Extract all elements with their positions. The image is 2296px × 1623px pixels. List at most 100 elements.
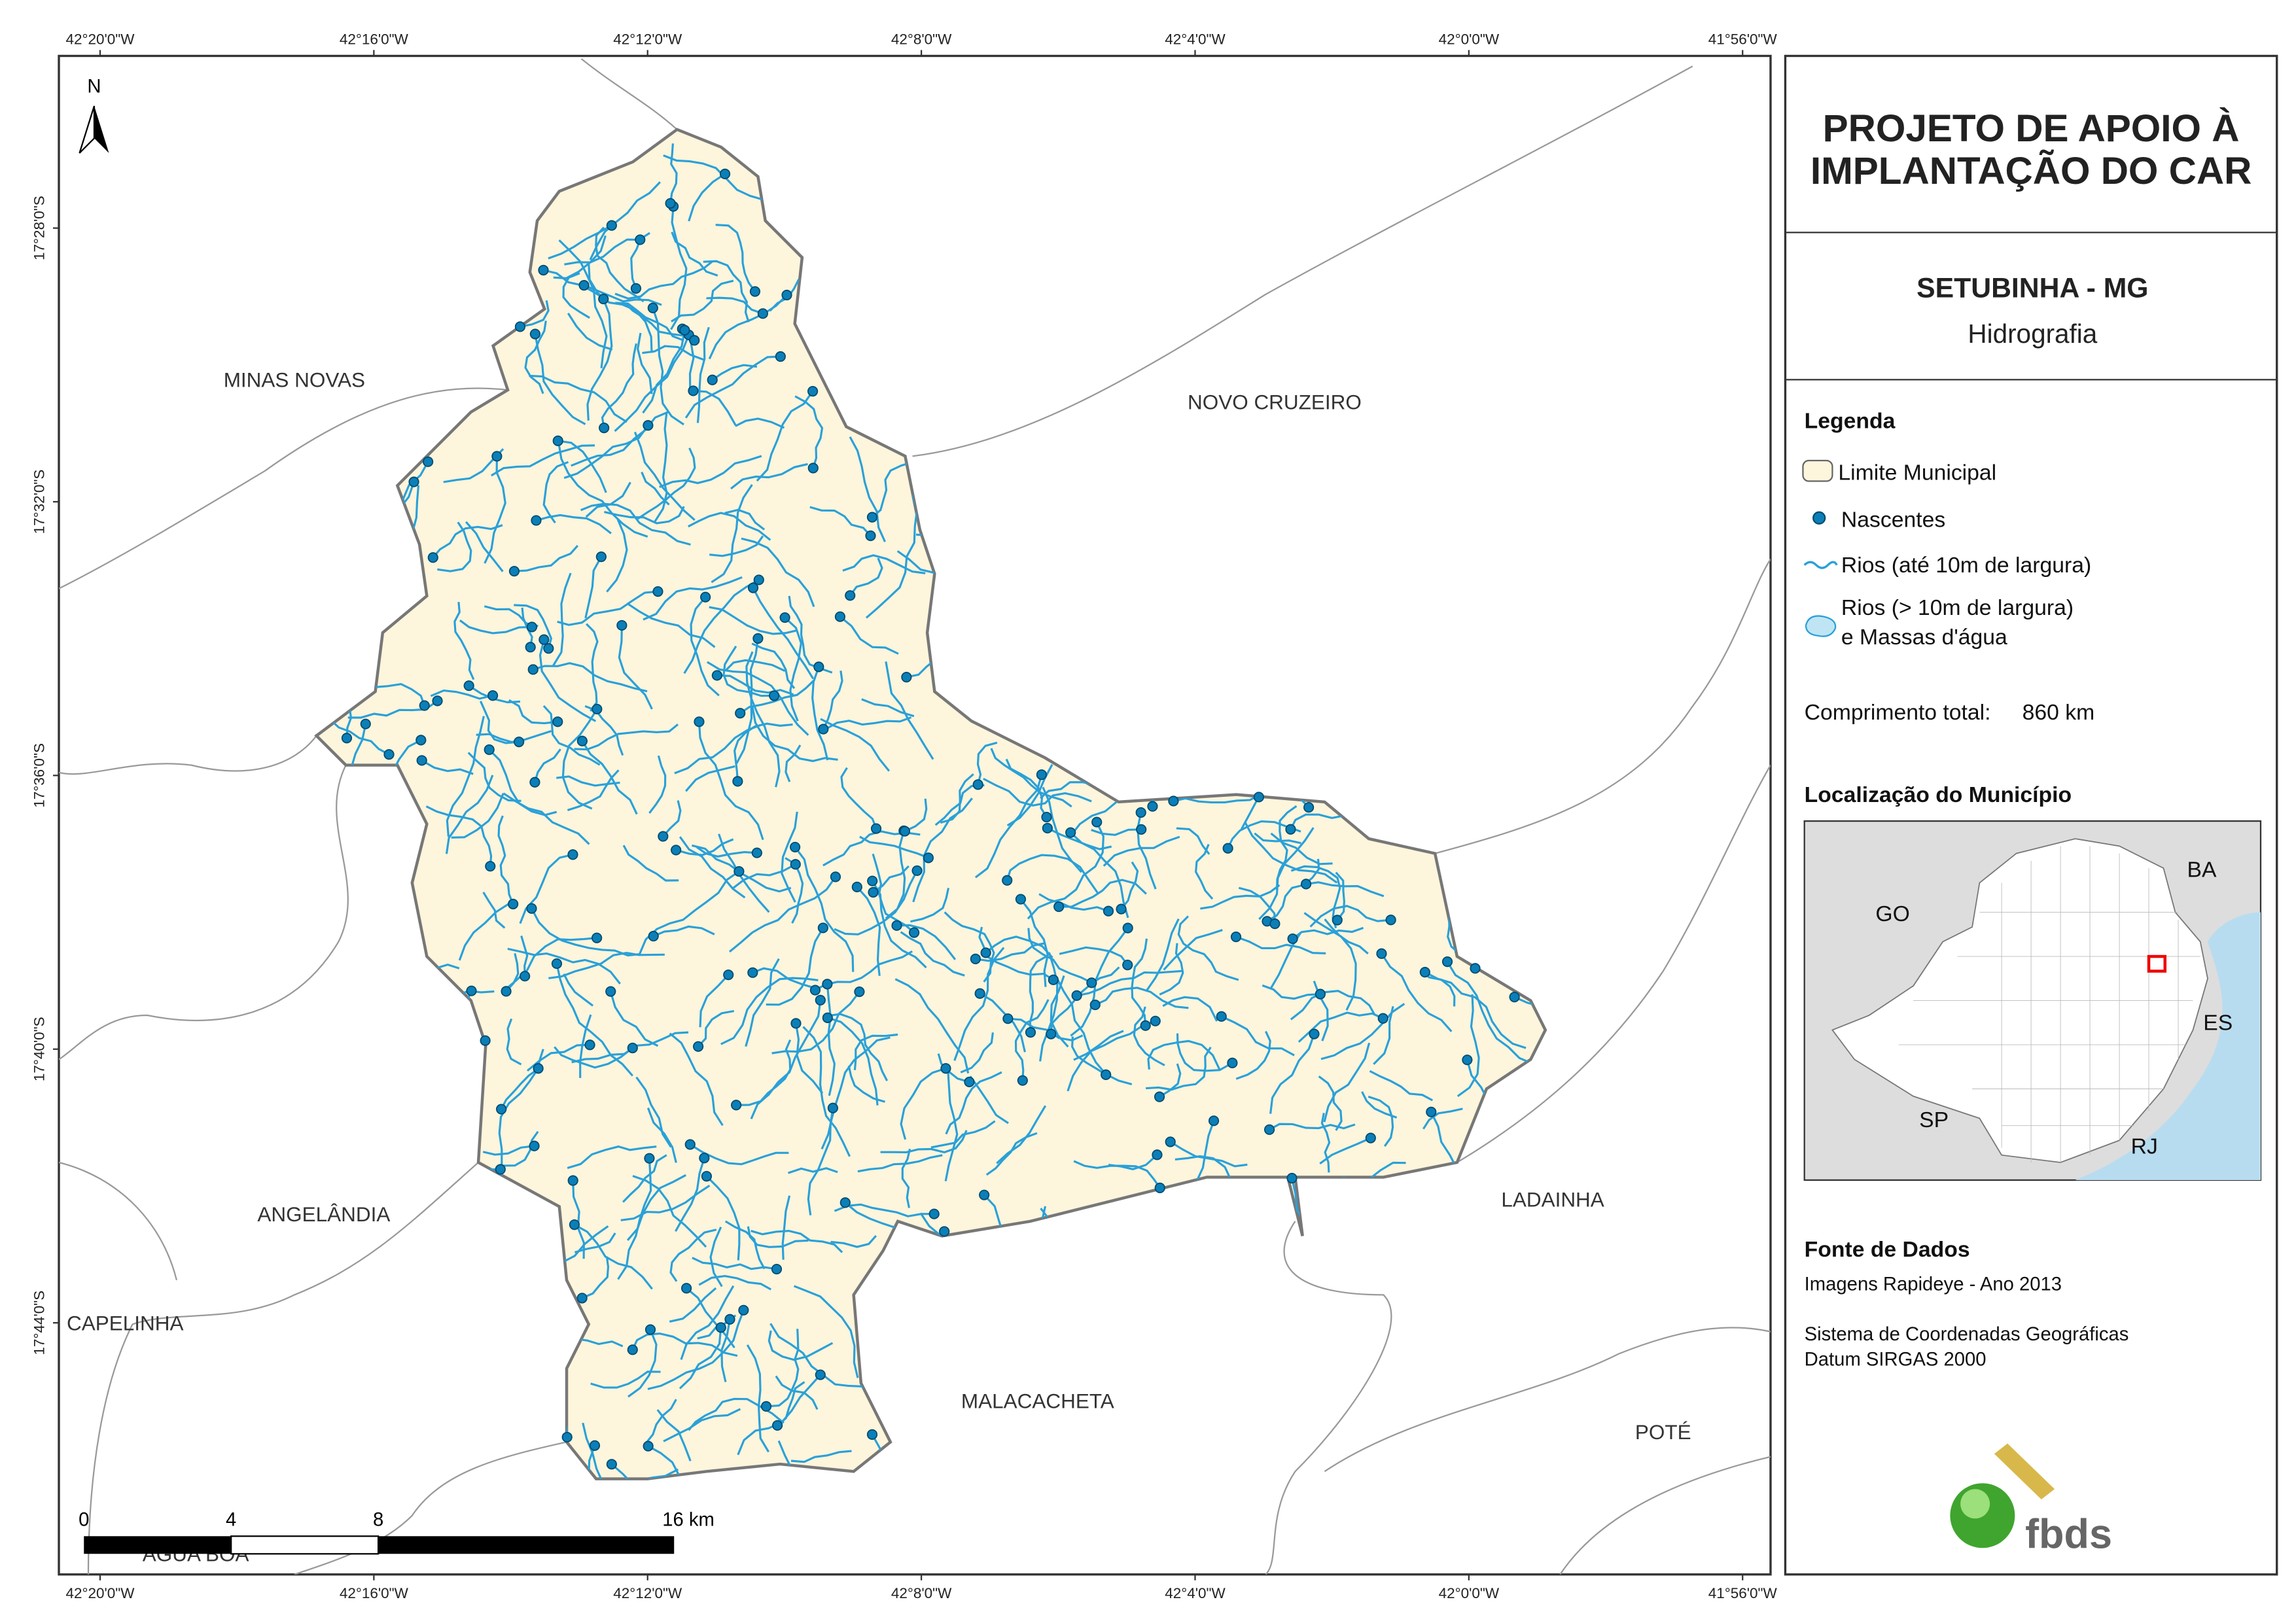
bottom-coordinate: 42°0'0"W xyxy=(1439,1585,1500,1601)
river xyxy=(556,775,620,787)
river xyxy=(1146,1047,1212,1091)
river xyxy=(1014,999,1050,1081)
river xyxy=(1369,1070,1434,1102)
north-arrow-right xyxy=(94,105,109,153)
river xyxy=(730,462,808,490)
river xyxy=(446,716,485,837)
river xyxy=(953,947,1005,1061)
scale-segment xyxy=(378,1536,675,1554)
legend-symbol-spring xyxy=(1812,511,1826,525)
river xyxy=(552,572,572,667)
river xyxy=(711,364,758,381)
river xyxy=(669,1229,717,1282)
spring xyxy=(501,986,512,997)
legend-item: Limite Municipal xyxy=(1838,460,1996,485)
spring xyxy=(416,755,427,766)
river xyxy=(736,1039,792,1106)
river xyxy=(589,181,661,260)
river xyxy=(557,443,648,538)
river xyxy=(746,1344,769,1453)
spring xyxy=(1315,988,1326,1000)
river xyxy=(715,224,756,292)
river xyxy=(944,1070,959,1181)
spring xyxy=(1263,1124,1275,1135)
river xyxy=(834,1203,934,1217)
river xyxy=(1095,986,1189,1009)
river xyxy=(586,623,599,712)
boundary xyxy=(1434,559,1771,854)
spring xyxy=(771,1263,783,1275)
river xyxy=(688,173,726,222)
river xyxy=(652,307,684,426)
river xyxy=(853,1033,898,1070)
river xyxy=(990,748,1072,808)
river xyxy=(904,798,928,833)
river xyxy=(771,991,860,1055)
river xyxy=(622,845,679,882)
river xyxy=(872,865,910,894)
river xyxy=(724,508,766,531)
river xyxy=(871,461,913,518)
river xyxy=(1422,1108,1463,1130)
spring xyxy=(1287,933,1298,945)
river xyxy=(834,870,918,935)
spring xyxy=(1509,992,1520,1003)
river xyxy=(557,440,607,493)
place-label: NOVO CRUZEIRO xyxy=(1188,390,1362,413)
spring xyxy=(627,1344,638,1355)
spring xyxy=(970,953,981,964)
river xyxy=(670,206,688,330)
left-coordinate: 17°36'0"S xyxy=(31,743,48,808)
river xyxy=(642,330,686,414)
river xyxy=(476,729,552,743)
spring xyxy=(645,1324,656,1335)
river xyxy=(610,1463,683,1479)
spring xyxy=(1154,1091,1165,1102)
river xyxy=(1059,879,1147,908)
river xyxy=(451,793,504,839)
spring xyxy=(1365,1132,1376,1143)
spring xyxy=(813,661,824,672)
river xyxy=(1040,781,1097,799)
spring xyxy=(928,1208,940,1219)
river xyxy=(526,1043,590,1072)
river xyxy=(671,232,718,277)
bottom-coordinate: 42°16'0"W xyxy=(340,1585,409,1601)
spring xyxy=(589,1440,601,1451)
river xyxy=(445,775,494,854)
spring xyxy=(648,930,659,942)
river xyxy=(620,1184,711,1221)
river xyxy=(960,1032,994,1073)
river xyxy=(706,296,764,315)
spring xyxy=(769,690,780,701)
river xyxy=(752,587,815,680)
spring xyxy=(1122,960,1133,971)
spring xyxy=(419,700,430,711)
state-label: GO xyxy=(1875,901,1909,926)
spring xyxy=(529,1140,540,1151)
river xyxy=(631,1332,738,1357)
boundary xyxy=(59,735,317,775)
spring xyxy=(1419,967,1430,978)
river xyxy=(647,1310,745,1390)
river xyxy=(788,1167,838,1174)
spring xyxy=(719,168,731,179)
river xyxy=(826,716,912,730)
top-coordinate: 42°4'0"W xyxy=(1165,31,1226,47)
river xyxy=(567,769,620,811)
spring xyxy=(1216,1011,1227,1022)
logo-highlight xyxy=(1960,1489,1990,1519)
river xyxy=(1070,831,1129,918)
river xyxy=(696,846,757,858)
river xyxy=(617,1158,652,1280)
spring xyxy=(817,922,828,934)
river xyxy=(735,417,785,429)
boundary xyxy=(912,65,1693,457)
spring xyxy=(514,737,525,748)
spring xyxy=(1086,977,1097,988)
spring xyxy=(1025,1027,1036,1038)
river xyxy=(581,740,638,815)
river xyxy=(1221,1015,1295,1056)
spring xyxy=(1116,903,1127,915)
